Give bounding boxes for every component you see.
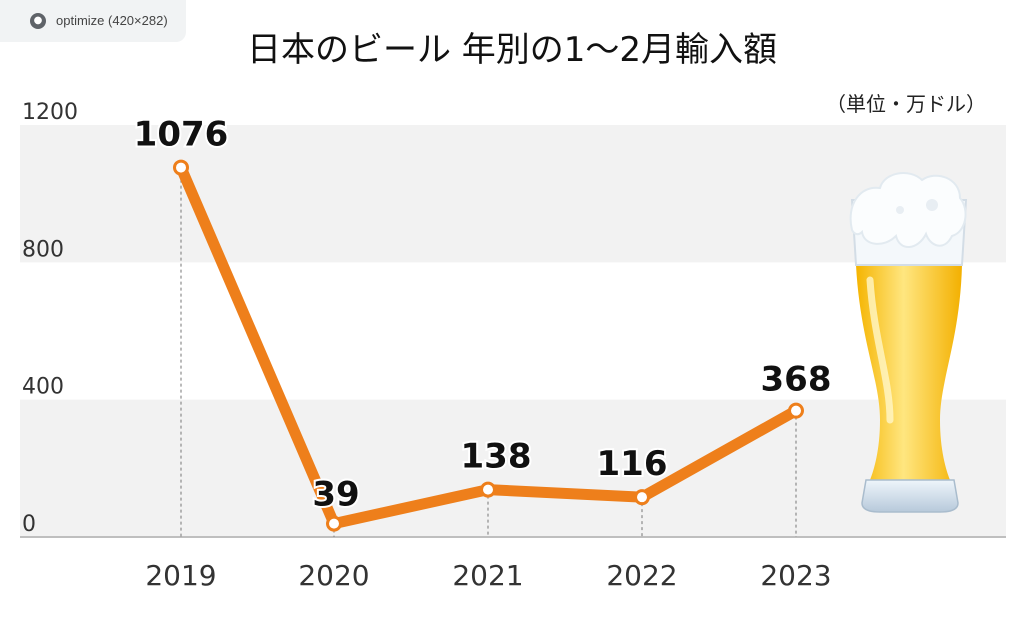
data-point (173, 159, 189, 176)
data-point (326, 515, 342, 532)
globe-icon: ● (30, 13, 46, 29)
data-label: 116 (597, 444, 668, 484)
data-label: 368 (761, 360, 832, 400)
data-label: 1076 (134, 115, 229, 155)
x-tick-label: 2023 (760, 559, 831, 592)
plot-band (20, 125, 1006, 263)
beer-glass-icon (849, 172, 968, 513)
data-label: 138 (461, 437, 532, 477)
x-tick-label: 2022 (606, 559, 677, 592)
y-tick-label: 800 (22, 237, 64, 262)
data-point (634, 489, 650, 506)
unit-label: （単位・万ドル） (826, 92, 986, 116)
browser-tab[interactable]: ● optimize (420×282) (0, 0, 186, 42)
plot-band (20, 399, 1006, 537)
x-tick-label: 2020 (298, 559, 369, 592)
data-point (788, 402, 804, 419)
x-tick-label: 2021 (452, 559, 523, 592)
tab-title: optimize (420×282) (56, 13, 168, 28)
y-tick-label: 1200 (22, 100, 78, 125)
data-label: 39 (312, 475, 359, 515)
y-tick-label: 0 (22, 512, 36, 537)
data-point (480, 481, 496, 498)
x-tick-label: 2019 (145, 559, 216, 592)
y-tick-label: 400 (22, 375, 64, 400)
chart-title: 日本のビール 年別の1～2月輸入額 (246, 30, 778, 70)
